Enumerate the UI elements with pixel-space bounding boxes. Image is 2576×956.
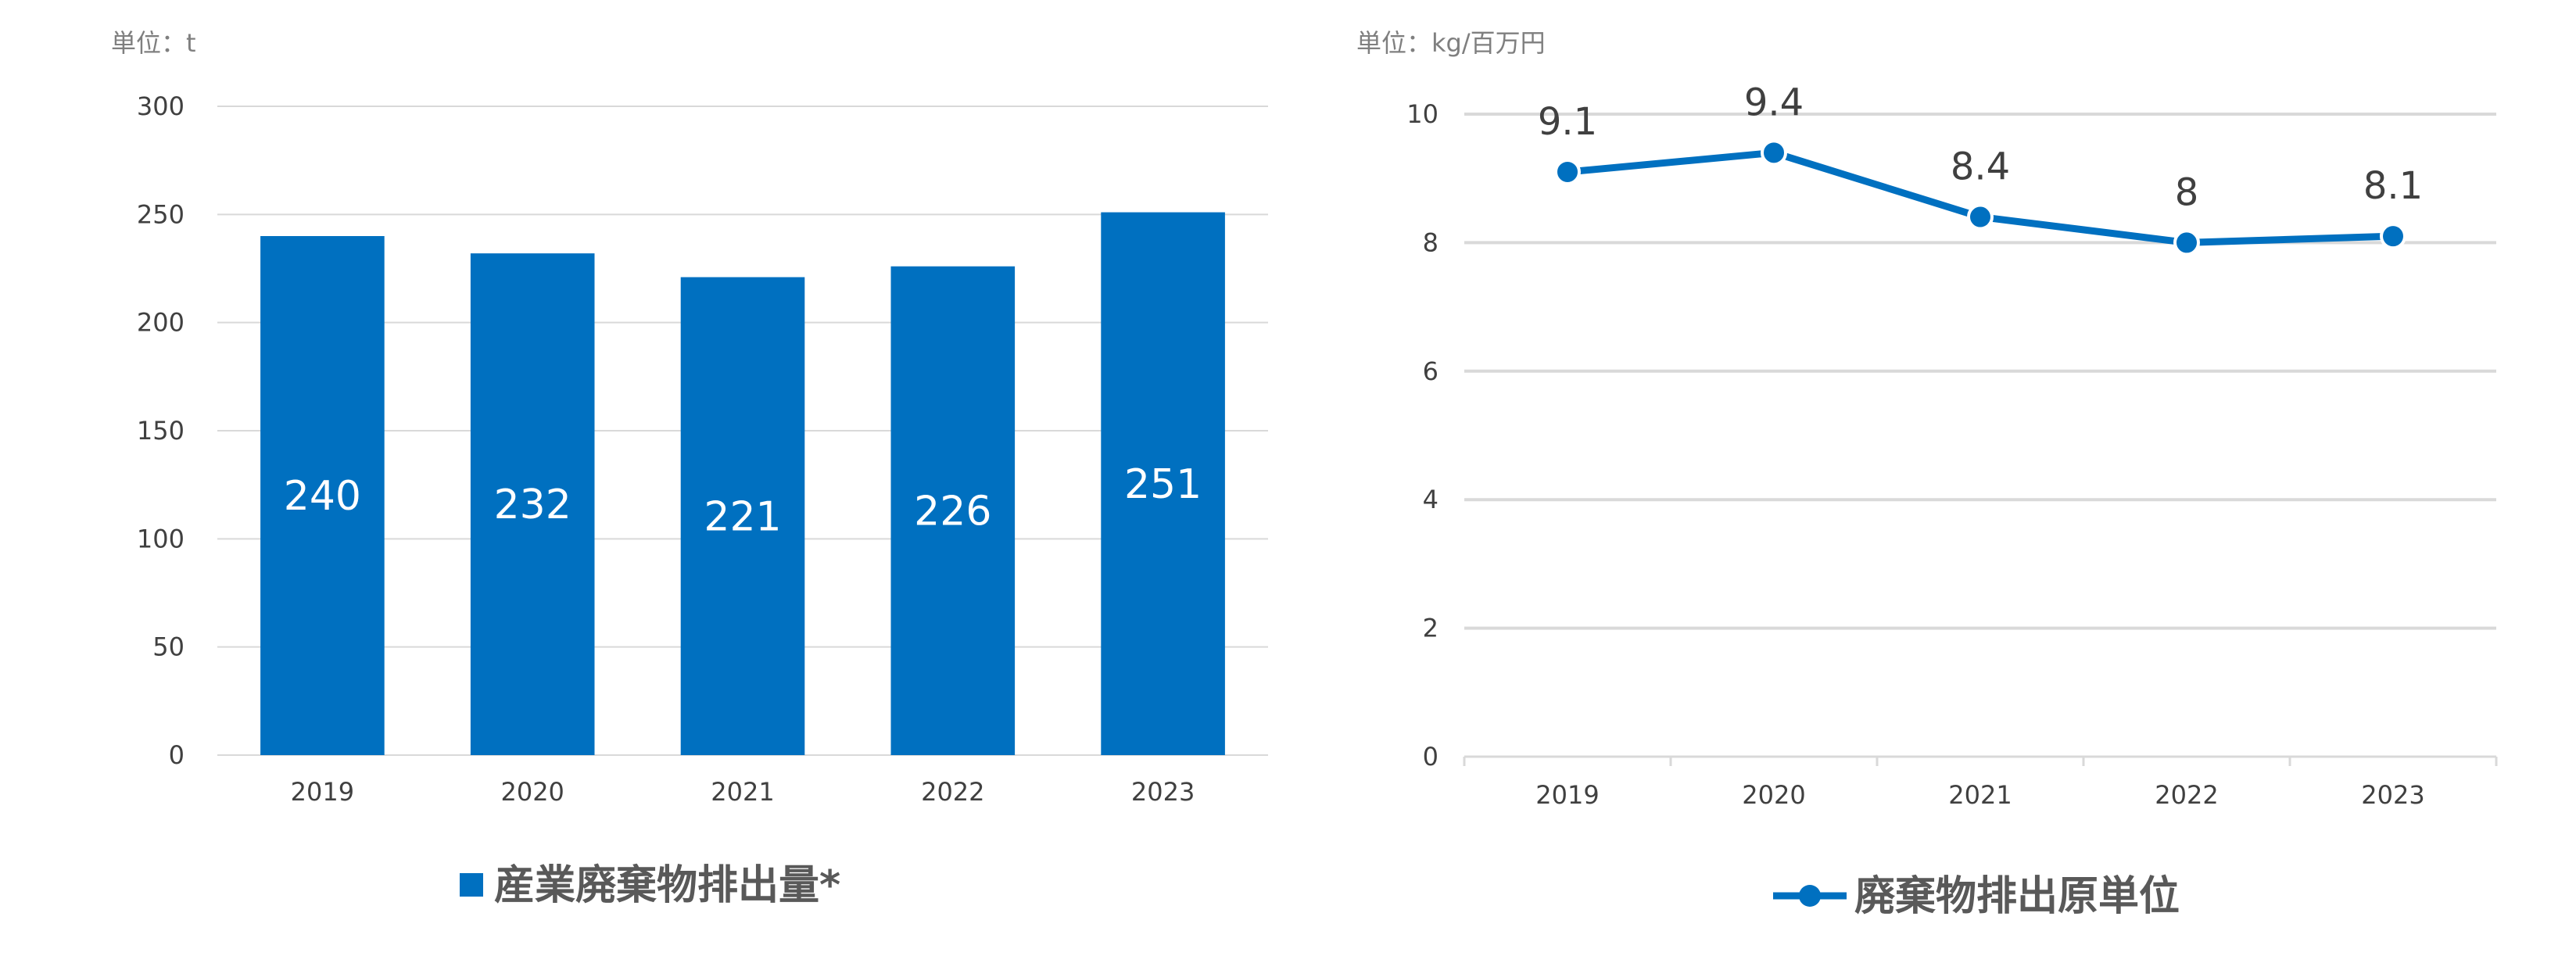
- bar-legend-swatch: [460, 873, 483, 897]
- line-data-label: 8: [2175, 170, 2199, 214]
- line-chart-series: [1554, 139, 2406, 256]
- bar-x-tick-label: 2021: [711, 777, 774, 807]
- bar-legend-label: 産業廃棄物排出量*: [494, 862, 840, 909]
- line-y-tick-label: 6: [1423, 356, 1438, 386]
- line-point: [2380, 223, 2406, 250]
- bar-x-tick-label: 2023: [1131, 777, 1195, 807]
- bar-y-tick-label: 0: [169, 740, 185, 770]
- bar: [680, 277, 805, 756]
- bar-chart-unit-label: 単位：t: [111, 28, 196, 58]
- line-chart-x-tick-labels: 2019 2020 2021 2022 2023: [1535, 780, 2424, 810]
- line-point: [1554, 158, 1581, 185]
- bar-data-label: 226: [914, 488, 991, 535]
- line-x-tick-label: 2020: [1742, 780, 1805, 810]
- line-data-label: 8.4: [1951, 145, 2010, 189]
- line-chart: 単位：kg/百万円 0 2 4 6 8 10 9.1 9.4 8.4 8 8.1 2019 2020…: [1356, 28, 2498, 920]
- line-x-tick-label: 2019: [1535, 780, 1599, 810]
- line-y-tick-label: 4: [1423, 485, 1438, 514]
- bar-y-tick-label: 300: [137, 91, 185, 121]
- line-point: [1967, 203, 1994, 231]
- bar-x-tick-label: 2019: [291, 777, 354, 807]
- line-chart-y-tick-labels: 0 2 4 6 8 10: [1406, 99, 1438, 772]
- bar-chart-data-labels: 240 232 221 226 251: [284, 461, 1202, 541]
- line-y-tick-label: 8: [1423, 227, 1438, 257]
- line-chart-x-axis: [1463, 757, 2498, 766]
- line-x-tick-label: 2021: [1948, 780, 2012, 810]
- line-chart-gridlines: [1464, 113, 2496, 758]
- bar-data-label: 221: [704, 493, 781, 540]
- line-y-tick-label: 10: [1406, 99, 1438, 129]
- bar-x-tick-label: 2022: [921, 777, 984, 807]
- bar-data-label: 240: [284, 473, 361, 520]
- bar-data-label: 232: [494, 482, 571, 528]
- line-data-label: 8.1: [2363, 164, 2423, 208]
- line-y-tick-label: 2: [1423, 614, 1438, 643]
- bar-chart-legend: 産業廃棄物排出量*: [460, 862, 840, 909]
- bar-y-tick-label: 200: [137, 308, 185, 338]
- bar-chart-bars: [260, 212, 1225, 756]
- line-point: [1761, 139, 1787, 166]
- bar-x-tick-label: 2020: [500, 777, 564, 807]
- line-chart-legend: 廃棄物排出原単位: [1773, 873, 2180, 920]
- bar: [260, 236, 385, 755]
- line-legend-label: 廃棄物排出原単位: [1854, 873, 2180, 920]
- bar: [470, 253, 595, 756]
- line-data-label: 9.4: [1744, 81, 1804, 124]
- line-point: [2173, 229, 2200, 256]
- line-chart-data-labels: 9.1 9.4 8.4 8 8.1: [1538, 81, 2423, 214]
- bar-y-tick-label: 150: [137, 416, 185, 446]
- bar: [1101, 212, 1225, 756]
- line-data-label: 9.1: [1538, 100, 1597, 144]
- line-x-tick-label: 2023: [2361, 780, 2424, 810]
- bar-y-tick-label: 50: [152, 632, 185, 662]
- line-chart-unit-label: 単位：kg/百万円: [1356, 28, 1546, 58]
- bar-chart-y-tick-labels: 0 50 100 150 200 250 300: [137, 91, 185, 770]
- line-y-tick-label: 0: [1423, 742, 1438, 772]
- bar-y-tick-label: 100: [137, 524, 185, 553]
- line-legend-marker: [1799, 885, 1821, 907]
- bar-data-label: 251: [1124, 461, 1202, 508]
- bar-chart-x-tick-labels: 2019 2020 2021 2022 2023: [291, 777, 1195, 807]
- bar: [890, 266, 1016, 755]
- bar-y-tick-label: 250: [137, 199, 185, 229]
- line-x-tick-label: 2022: [2155, 780, 2218, 810]
